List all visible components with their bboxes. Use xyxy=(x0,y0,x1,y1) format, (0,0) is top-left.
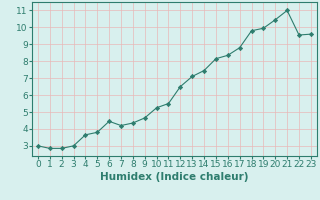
X-axis label: Humidex (Indice chaleur): Humidex (Indice chaleur) xyxy=(100,172,249,182)
